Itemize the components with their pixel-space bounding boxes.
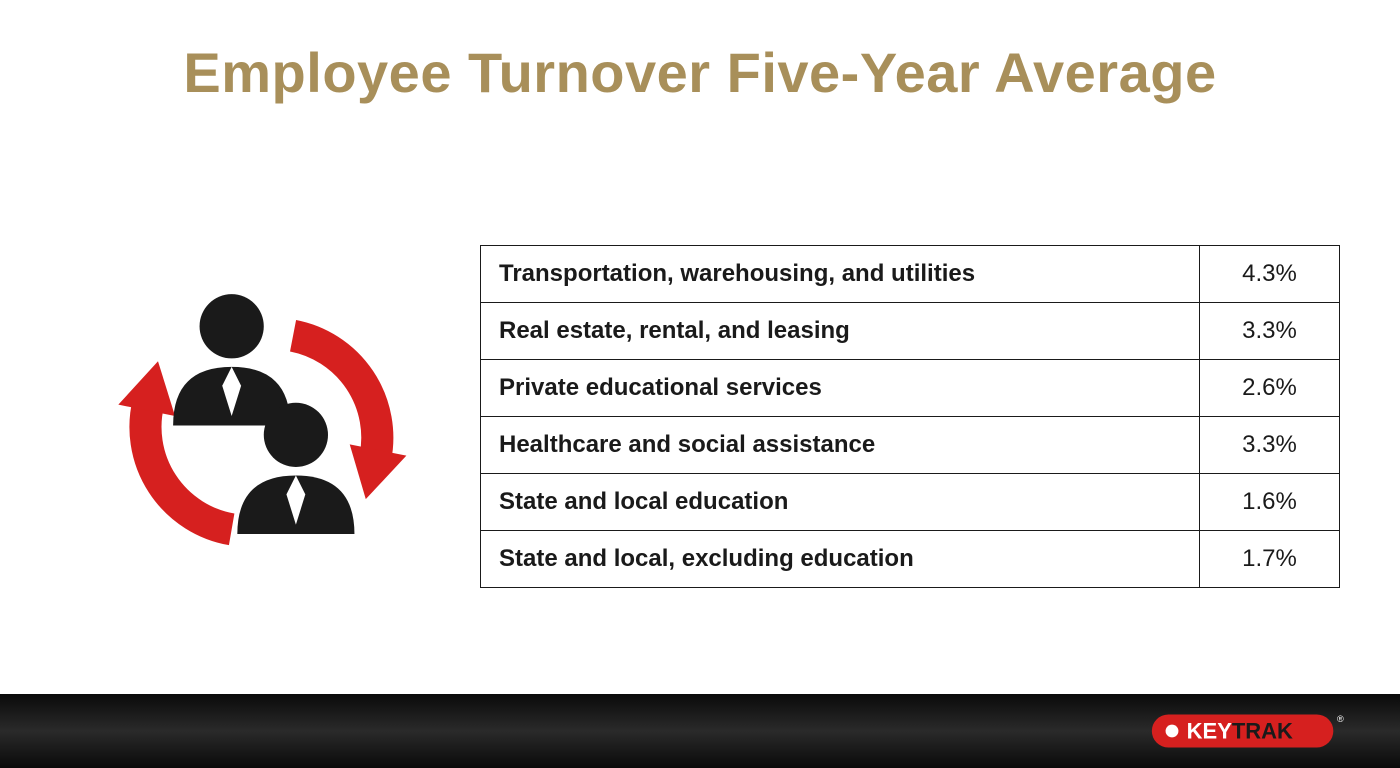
footer-bar: KEYTRAK ® xyxy=(0,694,1400,768)
svg-text:KEYTRAK: KEYTRAK xyxy=(1187,718,1293,743)
table-row: Transportation, warehousing, and utiliti… xyxy=(481,245,1340,302)
turnover-cycle-icon xyxy=(80,236,440,596)
row-value: 4.3% xyxy=(1200,245,1340,302)
row-value: 3.3% xyxy=(1200,302,1340,359)
content-row: Transportation, warehousing, and utiliti… xyxy=(0,105,1400,727)
table-row: State and local, excluding education1.7% xyxy=(481,530,1340,587)
page-title: Employee Turnover Five-Year Average xyxy=(0,0,1400,105)
row-value: 1.6% xyxy=(1200,473,1340,530)
logo-text-key: KEY xyxy=(1187,718,1233,743)
row-value: 1.7% xyxy=(1200,530,1340,587)
logo-text-trak: TRAK xyxy=(1232,718,1293,743)
table-row: State and local education1.6% xyxy=(481,473,1340,530)
row-value: 3.3% xyxy=(1200,416,1340,473)
row-label: Healthcare and social assistance xyxy=(481,416,1200,473)
turnover-table: Transportation, warehousing, and utiliti… xyxy=(480,245,1340,588)
infographic-page: Employee Turnover Five-Year Average xyxy=(0,0,1400,768)
row-label: State and local, excluding education xyxy=(481,530,1200,587)
table-row: Private educational services2.6% xyxy=(481,359,1340,416)
data-table: Transportation, warehousing, and utiliti… xyxy=(480,245,1340,588)
keytrak-logo: KEYTRAK ® xyxy=(1150,709,1352,753)
row-label: Real estate, rental, and leasing xyxy=(481,302,1200,359)
row-label: Transportation, warehousing, and utiliti… xyxy=(481,245,1200,302)
row-label: Private educational services xyxy=(481,359,1200,416)
keytrak-logo-svg: KEYTRAK ® xyxy=(1150,709,1352,753)
person-upper-icon xyxy=(173,294,290,425)
table-row: Healthcare and social assistance3.3% xyxy=(481,416,1340,473)
svg-text:®: ® xyxy=(1337,714,1344,724)
row-label: State and local education xyxy=(481,473,1200,530)
row-value: 2.6% xyxy=(1200,359,1340,416)
table-row: Real estate, rental, and leasing3.3% xyxy=(481,302,1340,359)
turnover-cycle-svg xyxy=(90,246,430,586)
